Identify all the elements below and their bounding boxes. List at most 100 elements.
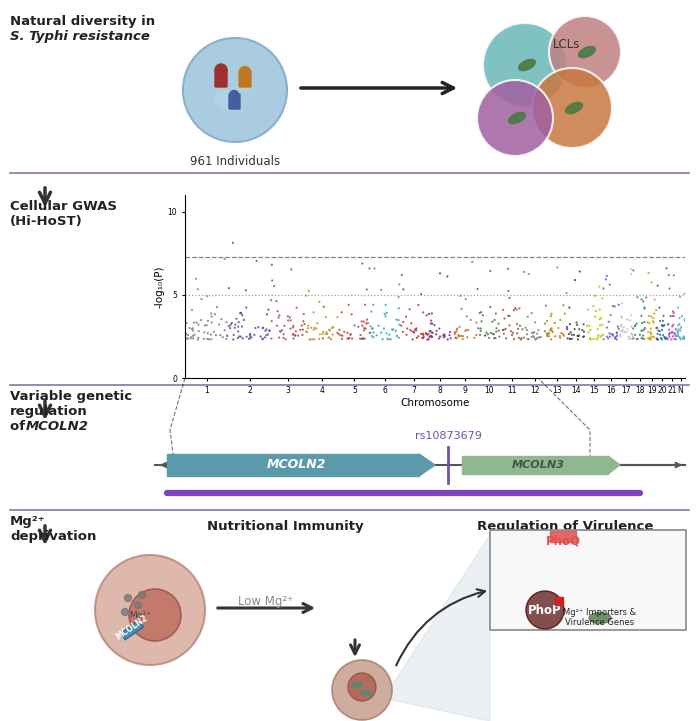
- Point: [463, 324, 474, 336]
- Point: [421, 309, 432, 321]
- Point: [582, 320, 593, 332]
- Point: [187, 323, 198, 335]
- Point: [640, 322, 651, 334]
- Point: [572, 319, 583, 331]
- Point: [442, 334, 453, 345]
- Point: [516, 332, 527, 344]
- Point: [627, 333, 638, 345]
- Point: [626, 329, 637, 340]
- Point: [397, 326, 408, 337]
- Point: [649, 308, 660, 319]
- Point: [235, 307, 246, 319]
- Point: [493, 331, 505, 342]
- Point: [637, 325, 648, 337]
- Point: [577, 331, 589, 342]
- Point: [645, 329, 656, 340]
- Point: [543, 328, 554, 340]
- Text: MCOLN2: MCOLN2: [115, 613, 150, 641]
- Point: [490, 332, 501, 344]
- Point: [545, 310, 556, 322]
- Point: [318, 326, 329, 337]
- Point: [596, 312, 607, 324]
- Point: [222, 329, 233, 341]
- Point: [418, 331, 429, 342]
- Point: [661, 332, 672, 343]
- Point: [493, 318, 504, 329]
- Point: [603, 316, 614, 327]
- Point: [569, 324, 580, 335]
- Ellipse shape: [589, 613, 611, 624]
- Point: [238, 314, 250, 326]
- Point: [646, 311, 657, 322]
- Point: [489, 314, 500, 326]
- Point: [643, 310, 654, 322]
- Point: [589, 290, 600, 301]
- Point: [637, 317, 648, 329]
- Point: [244, 333, 255, 345]
- Polygon shape: [121, 620, 143, 640]
- Point: [592, 324, 603, 335]
- Point: [366, 330, 377, 342]
- Point: [343, 333, 354, 345]
- Point: [519, 266, 530, 278]
- Point: [660, 333, 671, 345]
- Point: [512, 323, 524, 335]
- Point: [191, 317, 202, 328]
- Circle shape: [477, 80, 553, 156]
- Text: S. Typhi resistance: S. Typhi resistance: [10, 30, 150, 43]
- Point: [272, 306, 283, 317]
- Point: [666, 326, 677, 337]
- Point: [676, 322, 687, 333]
- Point: [654, 329, 665, 340]
- Point: [417, 328, 428, 340]
- Point: [533, 324, 544, 336]
- Point: [514, 303, 525, 314]
- FancyBboxPatch shape: [490, 530, 686, 630]
- Point: [334, 324, 345, 335]
- Point: [426, 327, 438, 338]
- Point: [201, 319, 212, 331]
- Point: [672, 324, 684, 335]
- Point: [182, 332, 193, 344]
- Text: rs10873679: rs10873679: [415, 431, 482, 441]
- Point: [654, 325, 665, 337]
- Point: [303, 322, 314, 334]
- Point: [636, 293, 647, 305]
- Point: [499, 313, 510, 324]
- Point: [547, 326, 559, 337]
- Point: [504, 292, 515, 304]
- Point: [519, 332, 530, 343]
- Point: [617, 326, 628, 337]
- Point: [475, 325, 487, 337]
- Point: [591, 305, 602, 317]
- Point: [375, 327, 387, 338]
- Point: [663, 318, 674, 329]
- Point: [356, 333, 368, 345]
- Point: [193, 319, 204, 330]
- Point: [649, 294, 661, 306]
- FancyBboxPatch shape: [462, 456, 608, 474]
- Point: [666, 334, 677, 345]
- Point: [542, 330, 553, 342]
- Point: [359, 324, 370, 336]
- Point: [594, 304, 605, 315]
- Point: [262, 329, 273, 340]
- Point: [584, 334, 596, 345]
- Point: [668, 319, 679, 330]
- Point: [594, 314, 605, 325]
- Point: [245, 328, 256, 340]
- Point: [214, 319, 225, 330]
- Point: [402, 323, 413, 335]
- Point: [484, 332, 495, 344]
- Point: [309, 333, 320, 345]
- Point: [621, 327, 632, 338]
- Point: [266, 259, 278, 270]
- Point: [282, 314, 294, 326]
- Point: [240, 302, 252, 314]
- Point: [417, 332, 428, 344]
- Point: [626, 268, 637, 280]
- Point: [312, 317, 323, 329]
- Point: [434, 323, 445, 335]
- Point: [237, 332, 248, 344]
- Point: [233, 317, 244, 328]
